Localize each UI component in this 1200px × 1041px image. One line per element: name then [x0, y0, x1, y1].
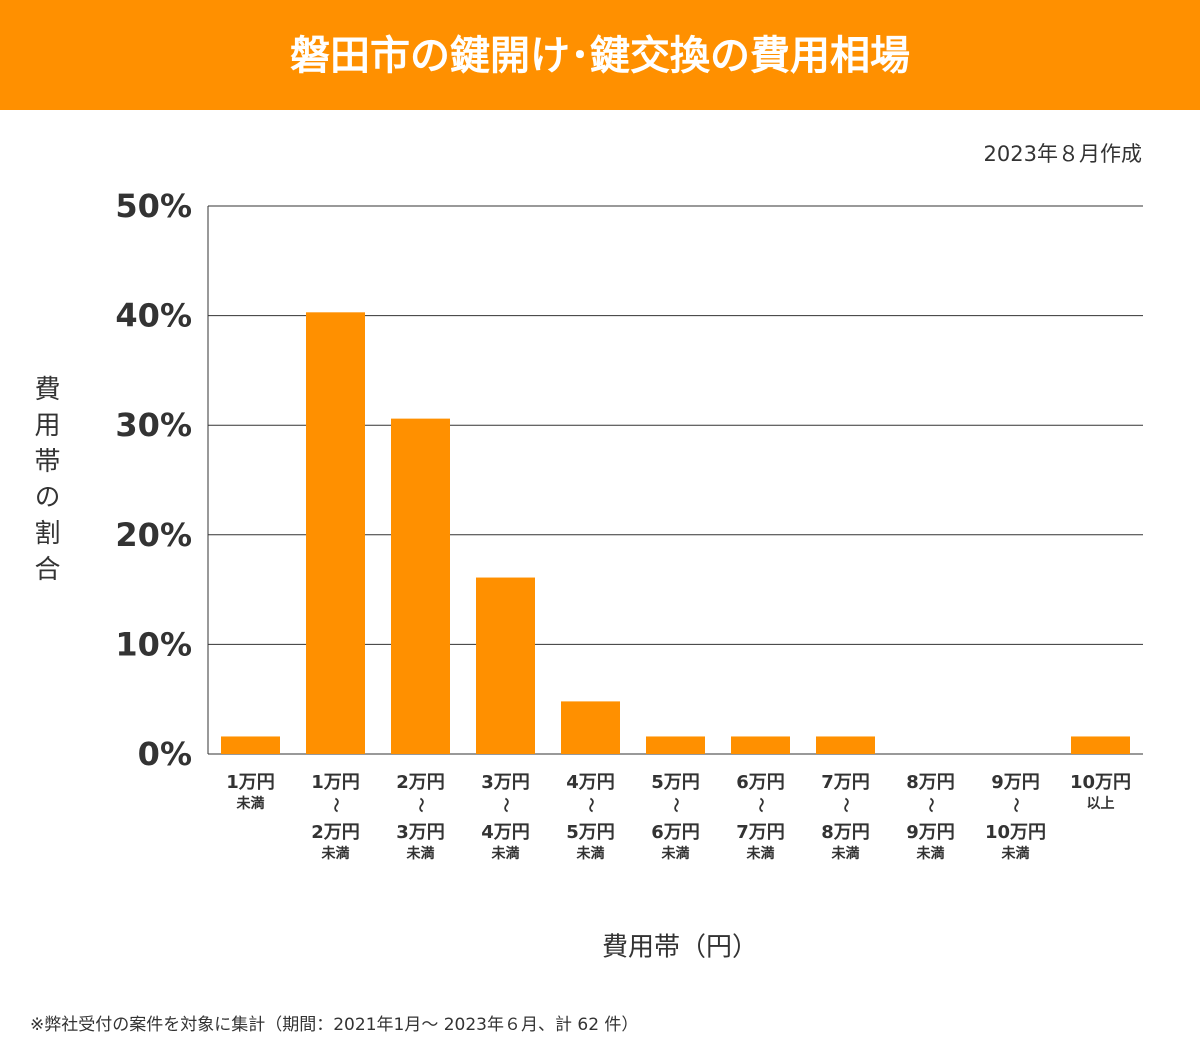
- chart-title: 磐田市の鍵開け･鍵交換の費用相場: [290, 33, 910, 79]
- x-tick-label: 6万円: [736, 772, 785, 793]
- x-tick-label: 以上: [1087, 796, 1115, 812]
- y-tick-label: 30%: [115, 406, 192, 444]
- x-axis-label: 費用帯（円）: [602, 933, 758, 963]
- x-tick-label: 未満: [1002, 845, 1030, 862]
- bar: [816, 736, 875, 754]
- x-tick-label: 10万円: [1070, 772, 1131, 793]
- bar: [391, 418, 450, 754]
- x-tick-label: 2万円: [396, 772, 445, 793]
- x-tick-label: 未満: [322, 845, 350, 862]
- x-tick-label: 8万円: [821, 822, 870, 843]
- bar: [646, 736, 705, 754]
- bar: [731, 736, 790, 754]
- x-tick-label: 2万円: [311, 822, 360, 843]
- x-tick-label: 10万円: [985, 822, 1046, 843]
- chart-subtitle: 2023年８月作成: [984, 142, 1142, 166]
- x-tick-label: 1万円: [226, 772, 275, 793]
- bar: [1071, 736, 1130, 754]
- x-tick-label: 1万円: [311, 772, 360, 793]
- bar: [221, 736, 280, 754]
- y-tick-label: 40%: [115, 297, 192, 335]
- bar: [306, 312, 365, 754]
- bar: [561, 701, 620, 754]
- x-tick-label: 9万円: [906, 822, 955, 843]
- x-tick-label: 〜: [667, 797, 685, 812]
- x-tick-label: 7万円: [736, 822, 785, 843]
- x-tick-label: 〜: [922, 797, 940, 812]
- x-tick-label: 未満: [662, 845, 690, 862]
- y-tick-label: 10%: [115, 625, 192, 663]
- x-tick-label: 未満: [237, 795, 265, 812]
- x-tick-label: 5万円: [566, 822, 615, 843]
- x-tick-label: 未満: [917, 845, 945, 862]
- x-tick-label: 〜: [837, 797, 855, 812]
- x-tick-label: 未満: [747, 845, 775, 862]
- x-tick-label: 〜: [327, 797, 345, 812]
- x-tick-label: 7万円: [821, 772, 870, 793]
- x-tick-label: 9万円: [991, 772, 1040, 793]
- bar: [476, 577, 535, 754]
- x-tick-label: 6万円: [651, 822, 700, 843]
- y-tick-label: 20%: [115, 516, 192, 554]
- y-axis-label: 費用帯の割合: [30, 375, 60, 591]
- x-tick-label: 未満: [577, 845, 605, 862]
- x-tick-label: 〜: [582, 797, 600, 812]
- x-tick-label: 5万円: [651, 772, 700, 793]
- x-tick-label: 未満: [832, 845, 860, 862]
- x-tick-label: 3万円: [481, 772, 530, 793]
- x-tick-label: 〜: [752, 797, 770, 812]
- x-tick-label: 8万円: [906, 772, 955, 793]
- header-band: [0, 0, 1200, 110]
- x-tick-label: 4万円: [481, 822, 530, 843]
- x-tick-label: 〜: [412, 797, 430, 812]
- y-tick-label: 50%: [115, 187, 192, 225]
- x-tick-label: 未満: [492, 845, 520, 862]
- x-tick-label: 3万円: [396, 822, 445, 843]
- footnote: ※弊社受付の案件を対象に集計（期間：2021年1月～ 2023年６月、計 62 …: [30, 1015, 638, 1035]
- x-tick-label: 未満: [407, 845, 435, 862]
- x-tick-label: 〜: [1007, 797, 1025, 812]
- y-tick-label: 0%: [138, 735, 192, 773]
- x-tick-label: 4万円: [566, 772, 615, 793]
- x-tick-label: 〜: [497, 797, 515, 812]
